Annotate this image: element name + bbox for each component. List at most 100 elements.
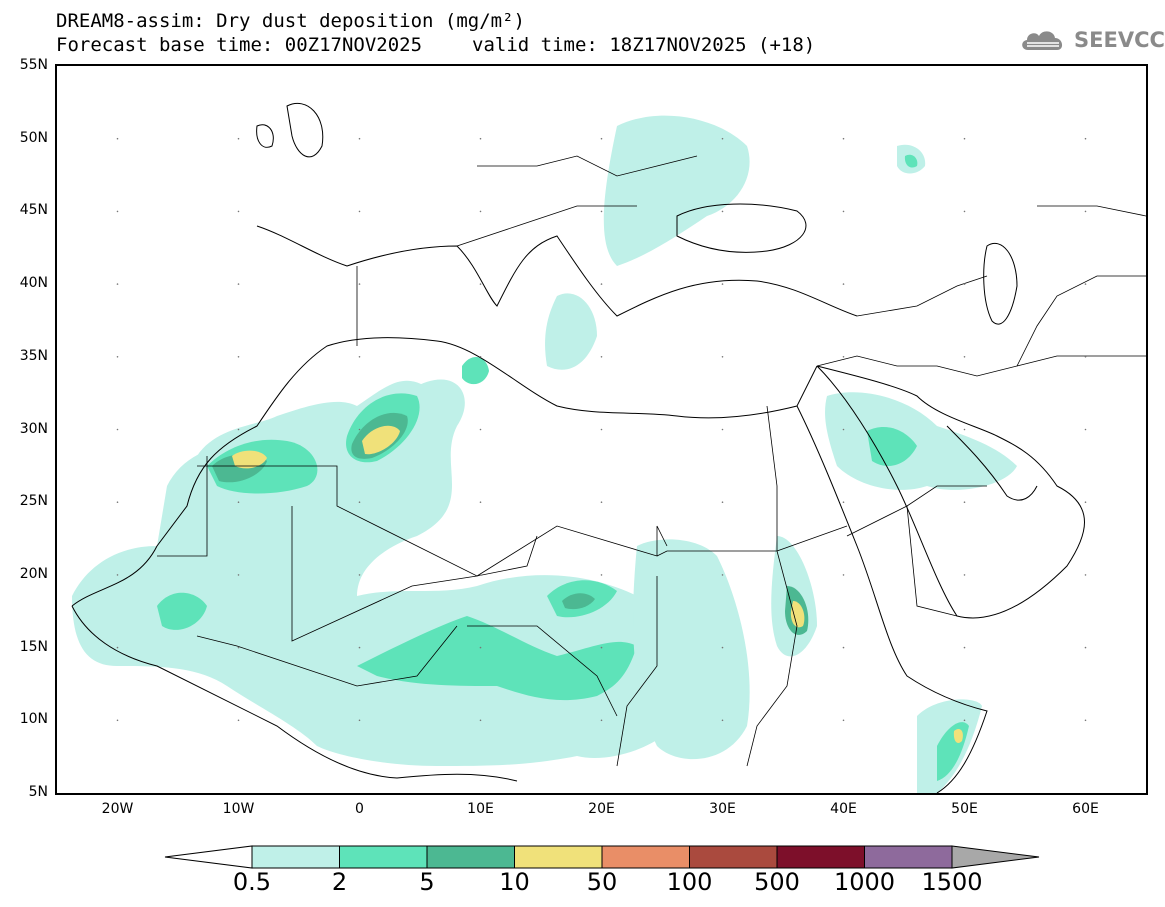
grid-dot [479,210,482,213]
dust-field-greece-light [545,293,597,370]
grid-dot [721,574,724,576]
logo-text: SEEVCCC [1074,28,1165,52]
dust-field-caspian-medium [904,154,918,168]
latitude-label: 45N [19,202,48,219]
grid-dot [479,719,482,722]
grid-dot [842,719,845,722]
colorbar-label: 2 [331,868,348,896]
colorbar-arrow-low [164,845,253,869]
grid-dot [721,719,724,722]
grid-dot [600,283,603,285]
grid-dot [963,210,966,213]
graticule [116,137,1087,722]
longitude-label: 30E [709,801,736,817]
grid-dot [358,137,361,140]
dust-field-arabia-light [825,392,1017,490]
grid-dot [721,501,724,504]
grid-dot [358,283,361,285]
grid-dot [116,428,119,431]
latitude-label: 40N [19,275,48,292]
grid-dot [237,137,240,140]
dust-fields [72,115,1017,793]
grid-dot [963,356,966,358]
colorbar-segment [601,845,690,869]
dust-field-eritrea-peak [790,601,805,628]
colorbar-arrow-high [951,845,1040,869]
dust-deposition-map [71,102,1146,793]
grid-dot [358,428,361,431]
dust-field-sudan-light [633,539,750,760]
country-borders [157,155,1146,767]
colorbar-label: 1000 [833,868,896,896]
cloud-logo-icon [1022,31,1063,50]
grid-dot [116,574,119,576]
dust-field-somalia-peak [953,729,963,743]
colorbar-segment [514,845,603,869]
map-panel [55,64,1148,795]
grid-dot [116,283,119,285]
colorbar-label: 100 [666,868,713,896]
longitude-label: 10W [222,801,255,817]
grid-dot [237,210,240,213]
grid-dot [358,646,361,649]
colorbar-label: 50 [586,868,618,896]
grid-dot [1084,356,1087,358]
grid-dot [479,283,482,285]
grid-dot [1084,646,1087,649]
grid-dot [358,574,361,576]
seevccc-logo: SEEVCCC [1018,26,1165,54]
longitude-label: 10E [467,801,494,817]
grid-dot [237,283,240,285]
grid-dot [600,719,603,722]
grid-dot [842,574,845,576]
grid-dot [1084,719,1087,722]
grid-dot [1084,574,1087,576]
grid-dot [116,137,119,140]
grid-dot [479,501,482,504]
grid-dot [1084,210,1087,213]
grid-dot [842,356,845,358]
dust-field-chad-dark [562,593,595,610]
grid-dot [963,501,966,504]
grid-dot [1084,137,1087,140]
grid-dot [237,356,240,358]
grid-dot [358,501,361,504]
grid-dot [721,283,724,285]
grid-dot [237,501,240,504]
grid-dot [842,646,845,649]
grid-dot [600,137,603,140]
longitude-label: 20E [588,801,615,817]
colorbar-segment [426,845,515,869]
grid-dot [842,283,845,285]
colorbar-segment [251,845,340,869]
dust-field-algeria-peak [362,425,400,455]
grid-dot [237,428,240,431]
colorbar-segment [776,845,865,869]
grid-dot [842,428,845,431]
forecast-times: Forecast base time: 00Z17NOV2025 valid ti… [56,34,815,56]
grid-dot [963,283,966,285]
grid-dot [358,719,361,722]
latitude-label: 30N [19,420,48,437]
grid-dot [237,646,240,649]
grid-dot [963,719,966,722]
grid-dot [479,574,482,576]
latitude-label: 35N [19,347,48,364]
grid-dot [237,574,240,576]
dust-field-sahel-medium [357,616,637,701]
grid-dot [237,719,240,722]
latitude-label: 50N [19,129,48,146]
colorbar-segment [864,845,953,869]
grid-dot [1084,283,1087,285]
grid-dot [842,137,845,140]
grid-dot [963,137,966,140]
grid-dot [1084,501,1087,504]
longitude-label: 50E [951,801,978,817]
dust-field-mauritania [157,592,207,630]
longitude-label: 0 [355,801,364,817]
grid-dot [358,356,361,358]
colorbar-label: 10 [499,868,530,896]
valid-time: valid time: 18Z17NOV2025 (+18) [472,34,816,56]
colorbar [164,845,1040,869]
latitude-label: 10N [19,711,48,728]
